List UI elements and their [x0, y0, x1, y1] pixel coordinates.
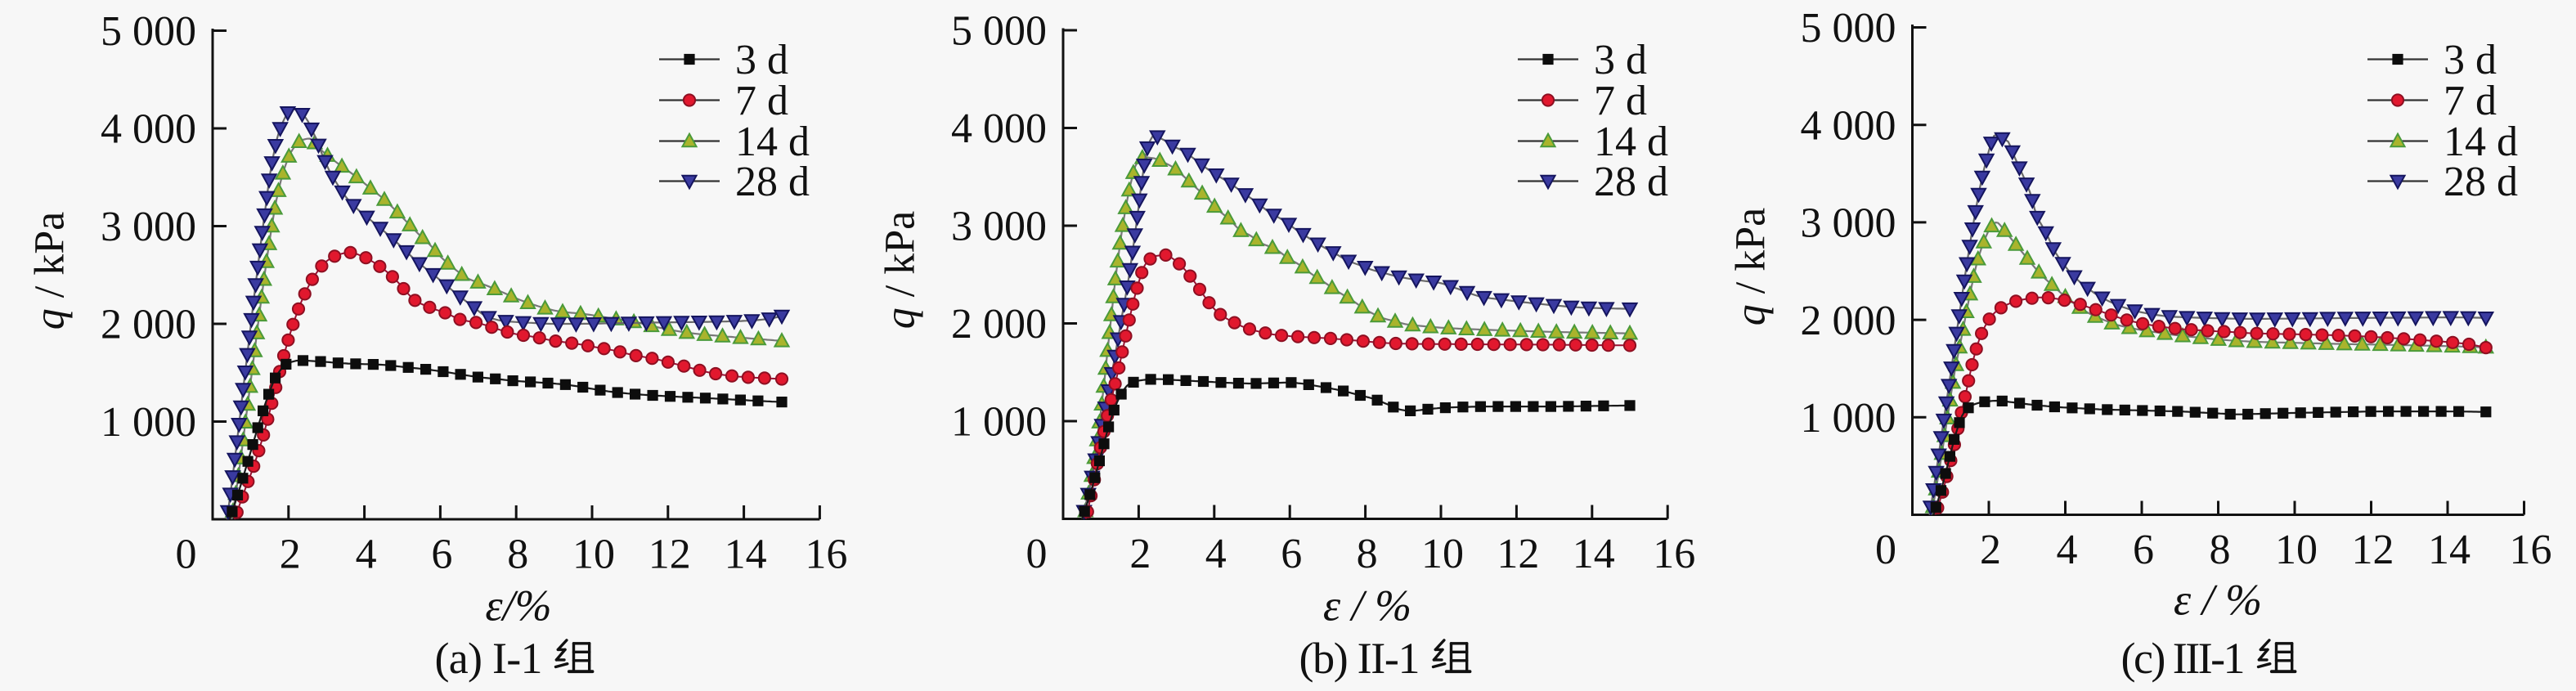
svg-text:14: 14 — [725, 532, 767, 578]
svg-text:2: 2 — [1129, 531, 1151, 577]
svg-text:14: 14 — [2428, 527, 2471, 573]
svg-text:ε / %: ε / % — [2174, 575, 2262, 624]
svg-text:3 d: 3 d — [1594, 37, 1647, 83]
svg-text:5 000: 5 000 — [951, 8, 1047, 55]
svg-text:16: 16 — [2510, 527, 2552, 573]
svg-text:4: 4 — [2057, 527, 2078, 573]
svg-text:12: 12 — [2352, 527, 2394, 573]
svg-text:3 d: 3 d — [735, 37, 788, 83]
svg-text:28 d: 28 d — [1594, 159, 1668, 205]
svg-text:(b) II-1: (b) II-1 — [1299, 634, 1420, 683]
svg-text:0: 0 — [1026, 531, 1048, 577]
svg-text:7 d: 7 d — [1594, 78, 1647, 124]
svg-text:3 000: 3 000 — [101, 204, 196, 250]
svg-text:4: 4 — [356, 532, 377, 578]
svg-text:10: 10 — [572, 532, 615, 578]
svg-text:0: 0 — [176, 532, 197, 578]
svg-text:q / kPa: q / kPa — [27, 212, 74, 330]
svg-text:4: 4 — [1205, 531, 1227, 577]
svg-text:1 000: 1 000 — [101, 399, 196, 446]
svg-text:8: 8 — [507, 532, 528, 578]
svg-text:2: 2 — [1980, 527, 2001, 573]
svg-text:10: 10 — [1421, 531, 1464, 577]
svg-text:2 000: 2 000 — [101, 302, 196, 348]
svg-text:4 000: 4 000 — [1801, 102, 1896, 149]
svg-text:6: 6 — [1281, 531, 1302, 577]
svg-text:2 000: 2 000 — [1801, 298, 1896, 344]
svg-text:ε/%: ε/% — [485, 581, 551, 630]
svg-text:8: 8 — [1357, 531, 1378, 577]
svg-text:(c) III-1: (c) III-1 — [2121, 634, 2246, 683]
svg-text:14 d: 14 d — [2444, 119, 2518, 165]
svg-text:16: 16 — [805, 532, 847, 578]
svg-text:6: 6 — [2133, 527, 2154, 573]
svg-text:14 d: 14 d — [735, 119, 810, 165]
svg-text:2 000: 2 000 — [951, 301, 1047, 348]
svg-text:28 d: 28 d — [2444, 159, 2518, 205]
svg-text:0: 0 — [1875, 527, 1896, 573]
svg-text:5 000: 5 000 — [1801, 5, 1896, 52]
svg-text:12: 12 — [1497, 531, 1539, 577]
svg-text:10: 10 — [2275, 527, 2318, 573]
svg-text:3 000: 3 000 — [951, 204, 1047, 250]
svg-text:28 d: 28 d — [735, 159, 810, 205]
svg-text:16: 16 — [1653, 531, 1695, 577]
svg-text:3 000: 3 000 — [1801, 200, 1896, 247]
svg-text:8: 8 — [2210, 527, 2231, 573]
svg-text:q / kPa: q / kPa — [877, 211, 924, 329]
svg-text:1 000: 1 000 — [1801, 395, 1896, 442]
svg-text:1 000: 1 000 — [951, 399, 1047, 446]
svg-text:ε / %: ε / % — [1323, 581, 1411, 630]
svg-text:7 d: 7 d — [735, 78, 788, 124]
svg-text:7 d: 7 d — [2444, 78, 2497, 124]
svg-text:3 d: 3 d — [2444, 37, 2497, 83]
svg-text:4 000: 4 000 — [101, 106, 196, 153]
svg-text:q / kPa: q / kPa — [1728, 208, 1775, 325]
svg-text:2: 2 — [280, 532, 301, 578]
svg-text:14 d: 14 d — [1594, 119, 1668, 165]
svg-text:5 000: 5 000 — [101, 8, 196, 55]
svg-text:(a) I-1: (a) I-1 — [435, 634, 543, 683]
svg-text:6: 6 — [431, 532, 452, 578]
svg-text:12: 12 — [648, 532, 691, 578]
svg-text:14: 14 — [1573, 531, 1615, 577]
svg-text:4 000: 4 000 — [951, 105, 1047, 152]
